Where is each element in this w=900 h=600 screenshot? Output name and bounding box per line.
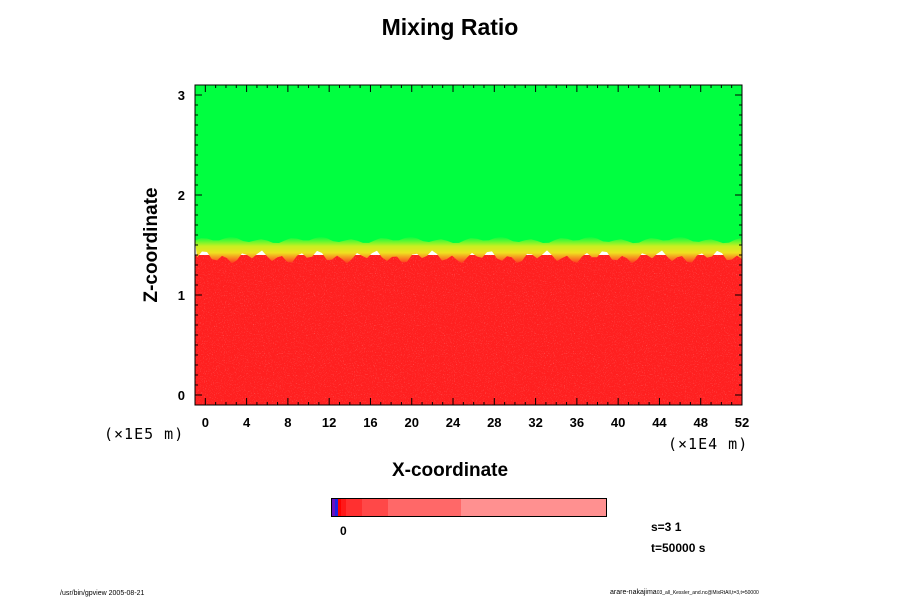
x-tick-label: 52 — [735, 415, 749, 430]
y-tick-label: 0 — [178, 388, 185, 403]
x-tick-label: 44 — [652, 415, 667, 430]
y-scale-label: (×1E5 m) — [104, 425, 185, 443]
info-s: s=3 1 — [651, 520, 682, 534]
footer-command: /usr/bin/gpview 2005-08-21 — [60, 590, 145, 597]
footer-source-detail: 03_all_Kessler_and.nc@MixRtAll,t=3,t=500… — [656, 590, 759, 596]
region-lower-texture — [195, 255, 742, 405]
colorbar-segment — [460, 499, 606, 516]
x-tick-label: 28 — [487, 415, 501, 430]
x-tick-label: 48 — [693, 415, 707, 430]
region-transition — [195, 236, 742, 264]
x-scale-label: (×1E4 m) — [668, 435, 749, 453]
y-tick-label: 2 — [178, 188, 185, 203]
x-tick-label: 12 — [322, 415, 336, 430]
colorbar-label: 0 — [340, 524, 347, 538]
colorbar-segment — [361, 499, 389, 516]
colorbar-segment — [337, 499, 341, 516]
colorbar-segment — [346, 499, 362, 516]
info-t: t=50000 s — [651, 541, 706, 555]
y-tick-label: 3 — [178, 88, 185, 103]
colorbar — [331, 498, 607, 517]
colorbar-segment — [340, 499, 347, 516]
x-tick-label: 40 — [611, 415, 625, 430]
region-upper — [195, 85, 742, 245]
x-tick-label: 16 — [363, 415, 377, 430]
colorbar-segment — [335, 499, 338, 516]
x-tick-label: 36 — [570, 415, 584, 430]
footer-source: arare-nakajima03_all_Kessler_and.nc@MixR… — [610, 589, 759, 596]
colorbar-segment — [388, 499, 461, 516]
x-tick-label: 24 — [446, 415, 461, 430]
y-axis-label: Z-coordinate — [141, 187, 162, 303]
field-regions — [195, 85, 742, 405]
footer-source-main: arare-nakajima — [610, 589, 657, 596]
colorbar-segment — [332, 499, 336, 516]
chart-title: Mixing Ratio — [381, 14, 519, 40]
x-tick-label: 20 — [405, 415, 419, 430]
y-tick-label: 1 — [178, 288, 185, 303]
x-tick-label: 4 — [243, 415, 251, 430]
x-tick-label: 0 — [202, 415, 209, 430]
x-axis-label: X-coordinate — [391, 460, 509, 481]
x-tick-label: 8 — [284, 415, 291, 430]
x-tick-label: 32 — [528, 415, 542, 430]
